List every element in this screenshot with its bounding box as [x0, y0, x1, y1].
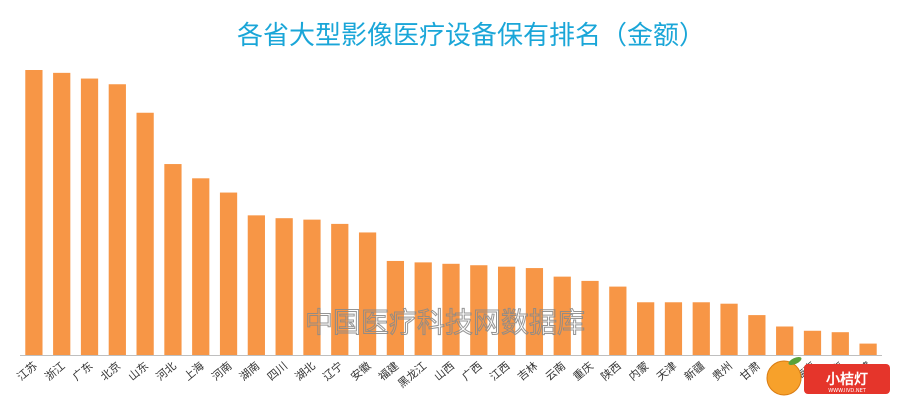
x-tick-label: 河北 [154, 359, 179, 383]
bar-29 [803, 330, 822, 355]
bar-25 [692, 302, 710, 355]
x-tick-label: 甘肃 [738, 359, 763, 383]
x-tick-label: 宁夏 [765, 359, 791, 384]
bar-28 [776, 326, 794, 355]
x-tick-label: 吉林 [514, 359, 540, 384]
bar-30 [831, 332, 849, 355]
bars-group [25, 70, 877, 356]
x-tick-label: 西藏 [849, 359, 874, 383]
bar-12 [331, 223, 349, 355]
x-tick-label: 安徽 [348, 359, 374, 384]
x-tick-label: 北京 [97, 359, 123, 384]
bar-8 [219, 192, 238, 355]
bar-15 [414, 262, 432, 356]
x-tick-label: 四川 [265, 359, 290, 383]
bar-5 [136, 112, 154, 355]
bar-1 [25, 70, 43, 355]
x-tick-label: 江苏 [15, 359, 40, 383]
x-tick-label: 天津 [654, 359, 679, 383]
chart-title: 各省大型影像医疗设备保有排名（金额） [237, 21, 705, 51]
bar-21 [581, 280, 599, 355]
bar-16 [442, 263, 460, 355]
x-tick-label: 山西 [432, 359, 457, 383]
x-tick-label: 广东 [70, 359, 95, 383]
bar-27 [748, 315, 766, 355]
x-tick-label: 内蒙 [626, 359, 652, 384]
bar-18 [497, 266, 516, 355]
watermark-text: 中国医疗科技网数据库 [305, 306, 585, 339]
bar-2 [53, 72, 71, 355]
x-tick-labels: 江苏 浙江 广东 北京 山东 河北 上海 河南 湖南 四川 湖北 辽宁 安徽 福建黑龙江 山西 广西 江西 吉林云… [15, 359, 874, 391]
bar-9 [247, 215, 265, 355]
x-tick-label: 广西 [460, 359, 485, 383]
x-tick-label: 湖南 [237, 359, 262, 383]
bar-6 [164, 164, 182, 355]
bar-22 [609, 286, 627, 355]
x-tick-label: 辽宁 [320, 359, 346, 384]
bar-10 [275, 218, 293, 355]
x-tick-label: 浙江 [42, 359, 67, 383]
leaf-icon [788, 356, 802, 366]
x-tick-label: 河南 [209, 359, 234, 383]
x-tick-label: 黑龙江 [395, 359, 429, 390]
bar-17 [470, 265, 488, 356]
x-tick-label: 陕西 [598, 359, 624, 384]
x-tick-label: 江西 [487, 359, 512, 383]
bar-20 [553, 276, 571, 356]
bar-4 [108, 84, 126, 355]
x-tick-label: 上海 [181, 359, 207, 384]
x-tick-label: 山东 [126, 359, 151, 383]
bar-3 [80, 78, 99, 356]
x-tick-label: 青海 [820, 359, 846, 384]
bar-19 [525, 268, 544, 355]
bar-26 [720, 303, 738, 355]
x-tick-label: 重庆 [570, 359, 596, 384]
logo-subtext: WWW.IIVD.NET [828, 388, 867, 394]
bar-11 [303, 219, 321, 356]
bar-24 [664, 302, 683, 355]
bar-7 [192, 178, 210, 355]
x-tick-label: 贵州 [710, 359, 735, 383]
x-tick-label: 湖北 [293, 359, 318, 383]
bar-14 [386, 260, 405, 355]
x-tick-label: 海南 [793, 359, 819, 384]
bar-13 [358, 232, 377, 355]
x-tick-label: 新疆 [681, 359, 707, 384]
bar-23 [637, 302, 655, 355]
bar-31 [859, 343, 877, 355]
x-tick-label: 云南 [543, 359, 568, 383]
